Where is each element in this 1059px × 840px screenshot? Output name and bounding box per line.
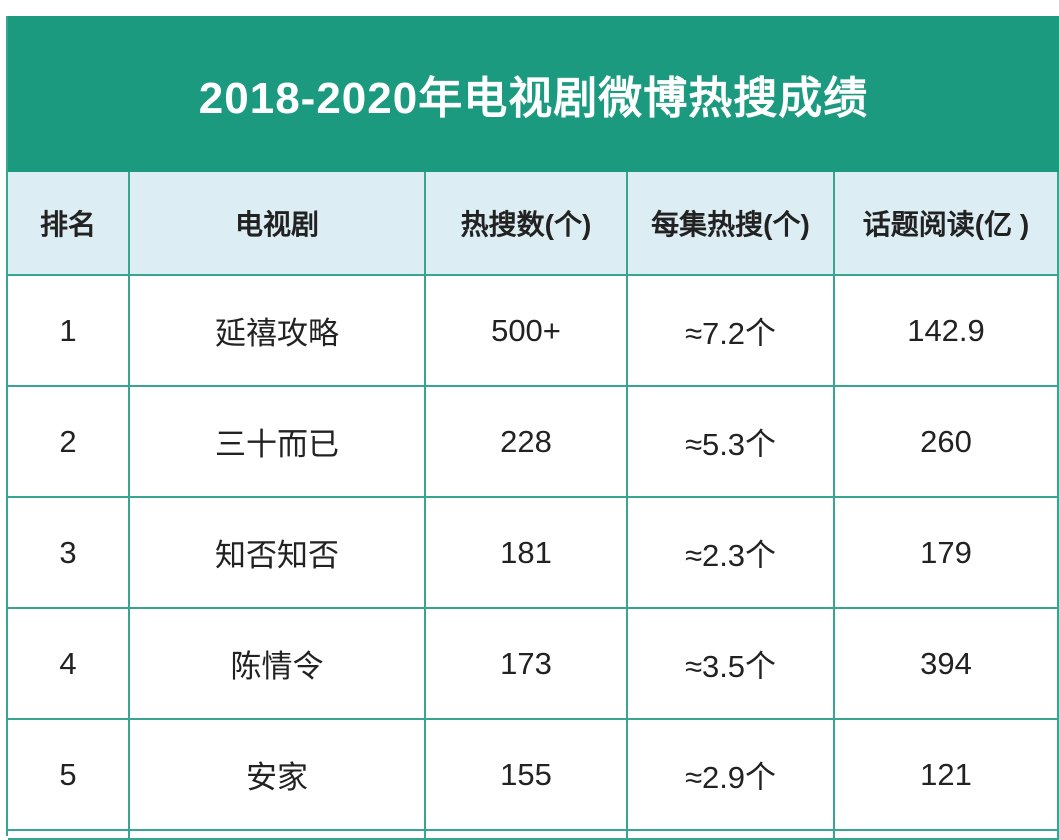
table-cell: 228 bbox=[426, 387, 628, 498]
table-cell: ≈2.3个 bbox=[628, 498, 835, 609]
table-cell: 394 bbox=[835, 609, 1059, 720]
table-cell: 500+ bbox=[426, 276, 628, 387]
table-cell: 4 bbox=[8, 609, 130, 720]
table-cell: ≈3.5个 bbox=[628, 609, 835, 720]
table-cell: 陈情令 bbox=[130, 609, 426, 720]
column-header: 热搜数(个) bbox=[426, 172, 628, 276]
table-cell: ≈5.3个 bbox=[628, 387, 835, 498]
table-cell: 安家 bbox=[130, 720, 426, 831]
column-header: 排名 bbox=[8, 172, 130, 276]
column-header: 电视剧 bbox=[130, 172, 426, 276]
table-cell: 延禧攻略 bbox=[130, 276, 426, 387]
table-cell: 179 bbox=[835, 498, 1059, 609]
table-cell: ≈7.2个 bbox=[628, 276, 835, 387]
table-cell: 2 bbox=[8, 387, 130, 498]
table-cell: 5 bbox=[8, 720, 130, 831]
table-cell: 三十而已 bbox=[130, 387, 426, 498]
table-cell: 知否知否 bbox=[130, 498, 426, 609]
table-cell: 3 bbox=[8, 498, 130, 609]
table-cell: ≈2.9个 bbox=[628, 720, 835, 831]
table-cell: 155 bbox=[426, 720, 628, 831]
column-header: 话题阅读(亿 ) bbox=[835, 172, 1059, 276]
column-header: 每集热搜(个) bbox=[628, 172, 835, 276]
title-banner: 2018-2020年电视剧微博热搜成绩 bbox=[8, 16, 1059, 172]
table-cell: 121 bbox=[835, 720, 1059, 831]
border-line bbox=[6, 16, 8, 836]
table-cell: 173 bbox=[426, 609, 628, 720]
table-cell: 142.9 bbox=[835, 276, 1059, 387]
table-cell: 181 bbox=[426, 498, 628, 609]
table-cell: 1 bbox=[8, 276, 130, 387]
table-cell: 260 bbox=[835, 387, 1059, 498]
